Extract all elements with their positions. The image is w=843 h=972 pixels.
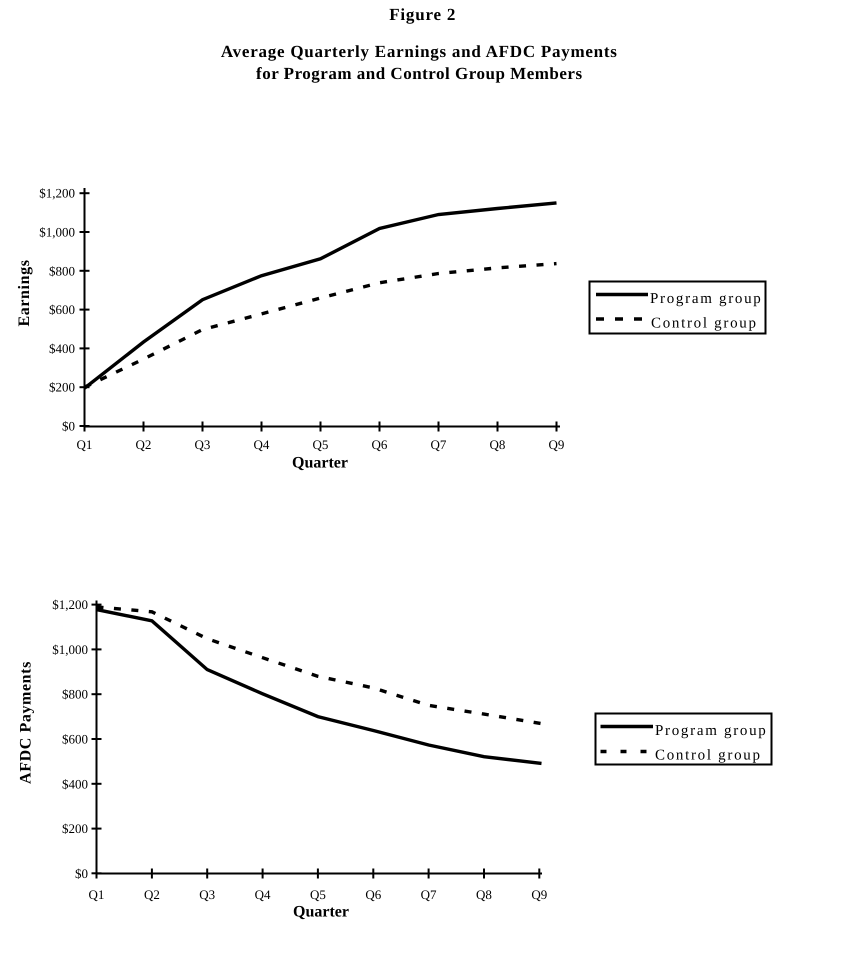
- svg-text:$0: $0: [62, 419, 75, 434]
- svg-text:Q6: Q6: [365, 887, 381, 902]
- svg-text:Q1: Q1: [77, 437, 93, 452]
- svg-text:Q8: Q8: [476, 887, 492, 902]
- svg-text:Q5: Q5: [313, 437, 329, 452]
- svg-text:Q5: Q5: [310, 887, 326, 902]
- svg-text:Q3: Q3: [195, 437, 211, 452]
- svg-text:Q4: Q4: [254, 437, 270, 452]
- svg-text:Program group: Program group: [650, 291, 763, 307]
- svg-text:$200: $200: [49, 380, 75, 395]
- svg-text:$800: $800: [62, 687, 88, 702]
- svg-text:AFDC Payments: AFDC Payments: [18, 661, 35, 784]
- svg-text:$1,200: $1,200: [39, 186, 75, 201]
- svg-text:Q1: Q1: [89, 887, 105, 902]
- svg-text:Quarter: Quarter: [293, 904, 349, 921]
- svg-text:for Program and Control Group: for Program and Control Group Members: [256, 64, 583, 83]
- svg-text:Q3: Q3: [199, 887, 215, 902]
- svg-text:Quarter: Quarter: [292, 455, 348, 472]
- svg-text:Program group: Program group: [655, 723, 768, 739]
- svg-text:$800: $800: [49, 263, 75, 278]
- svg-text:Q7: Q7: [421, 887, 437, 902]
- svg-text:$1,000: $1,000: [52, 642, 88, 657]
- svg-text:Average Quarterly Earnings and: Average Quarterly Earnings and AFDC Paym…: [221, 42, 618, 61]
- svg-text:$600: $600: [62, 732, 88, 747]
- svg-text:$400: $400: [62, 776, 88, 791]
- svg-text:Q6: Q6: [372, 437, 388, 452]
- svg-text:Q8: Q8: [490, 437, 506, 452]
- svg-text:Q9: Q9: [531, 887, 547, 902]
- svg-text:Q9: Q9: [549, 437, 565, 452]
- svg-text:$0: $0: [75, 866, 88, 881]
- svg-text:Control group: Control group: [655, 747, 762, 763]
- svg-text:Q2: Q2: [136, 437, 152, 452]
- svg-text:$200: $200: [62, 821, 88, 836]
- svg-text:Figure 2: Figure 2: [389, 5, 456, 24]
- svg-text:Q7: Q7: [431, 437, 447, 452]
- svg-text:$600: $600: [49, 302, 75, 317]
- svg-text:Q2: Q2: [144, 887, 160, 902]
- svg-text:$1,200: $1,200: [52, 597, 88, 612]
- svg-text:$400: $400: [49, 341, 75, 356]
- svg-text:$1,000: $1,000: [39, 225, 75, 240]
- svg-text:Q4: Q4: [255, 887, 271, 902]
- svg-text:Control group: Control group: [651, 315, 758, 331]
- svg-text:Earnings: Earnings: [16, 259, 33, 326]
